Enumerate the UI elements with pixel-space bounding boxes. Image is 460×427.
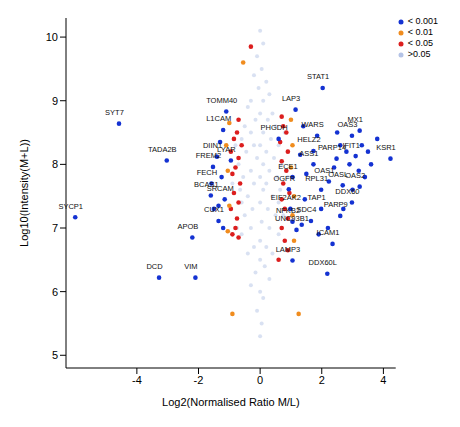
svg-text:TAP1: TAP1 <box>308 193 326 202</box>
svg-text:SDC4: SDC4 <box>296 205 317 215</box>
svg-text:SYCP1: SYCP1 <box>58 202 83 211</box>
svg-text:ICAM1: ICAM1 <box>317 228 340 237</box>
svg-text:TOMM40: TOMM40 <box>206 96 237 105</box>
svg-text:LYAR: LYAR <box>217 145 236 154</box>
svg-text:LAP3: LAP3 <box>282 94 300 103</box>
svg-text:PHGDH: PHGDH <box>261 123 288 132</box>
svg-text:DIIN1: DIIN1 <box>202 141 223 151</box>
svg-text:-4: -4 <box>132 374 142 386</box>
svg-text:MX1: MX1 <box>347 115 362 124</box>
svg-text:8: 8 <box>52 158 58 170</box>
svg-text:FREM2: FREM2 <box>195 151 222 161</box>
svg-text:HELZ2: HELZ2 <box>297 135 321 145</box>
svg-text:DDX60L: DDX60L <box>309 258 337 267</box>
svg-text:IFIT1: IFIT1 <box>342 141 360 150</box>
svg-text:TADA2B: TADA2B <box>148 145 177 154</box>
html-text:< 0.001: < 0.001 <box>407 16 438 26</box>
html-text:< 0.01: < 0.01 <box>407 27 433 37</box>
svg-text:OGFR: OGFR <box>273 174 295 183</box>
svg-text:EIF2AK2: EIF2AK2 <box>271 193 301 202</box>
svg-text:OAS3: OAS3 <box>337 120 358 130</box>
svg-text:0: 0 <box>257 374 263 386</box>
svg-text:LAMP3: LAMP3 <box>276 245 301 254</box>
svg-text:SYT7: SYT7 <box>105 108 124 117</box>
svg-text:PARP9: PARP9 <box>324 200 348 209</box>
svg-text:4: 4 <box>380 374 386 386</box>
svg-text:VIM: VIM <box>184 262 197 271</box>
svg-text:DDX60: DDX60 <box>335 187 359 196</box>
svg-text:7: 7 <box>52 222 58 234</box>
svg-text:2: 2 <box>319 374 325 386</box>
svg-text:FECH: FECH <box>197 168 217 177</box>
html-text:>0.05: >0.05 <box>407 49 431 59</box>
svg-text:STAT1: STAT1 <box>307 72 329 81</box>
svg-text:OASL: OASL <box>328 170 348 179</box>
svg-text:ECE1: ECE1 <box>278 162 298 171</box>
svg-text:DCD: DCD <box>146 262 163 271</box>
svg-text:9: 9 <box>52 95 58 107</box>
svg-text:CUX1: CUX1 <box>204 205 224 214</box>
svg-text:OAS2: OAS2 <box>345 171 366 181</box>
svg-text:10: 10 <box>46 31 58 43</box>
svg-text:ASS1: ASS1 <box>299 149 318 158</box>
svg-text:APOB: APOB <box>177 222 198 231</box>
svg-text:L1CAM: L1CAM <box>206 114 231 123</box>
html-text:< 0.05: < 0.05 <box>407 38 433 48</box>
svg-text:PARP14: PARP14 <box>317 143 347 153</box>
svg-text:5: 5 <box>52 349 58 361</box>
svg-text:WARS: WARS <box>302 120 324 129</box>
svg-text:SRCAM: SRCAM <box>207 184 234 193</box>
svg-text:Log2(Normalised Ratio M/L): Log2(Normalised Ratio M/L) <box>162 396 300 408</box>
svg-text:RPL31: RPL31 <box>305 174 328 183</box>
svg-text:6: 6 <box>52 286 58 298</box>
svg-text:UNC93B1: UNC93B1 <box>275 214 309 223</box>
svg-text:KSR1: KSR1 <box>376 143 396 152</box>
svg-text:-2: -2 <box>194 374 204 386</box>
svg-text:NFKB2: NFKB2 <box>275 206 301 216</box>
svg-text:Log10(Intensity(M+L)): Log10(Intensity(M+L)) <box>18 139 30 247</box>
